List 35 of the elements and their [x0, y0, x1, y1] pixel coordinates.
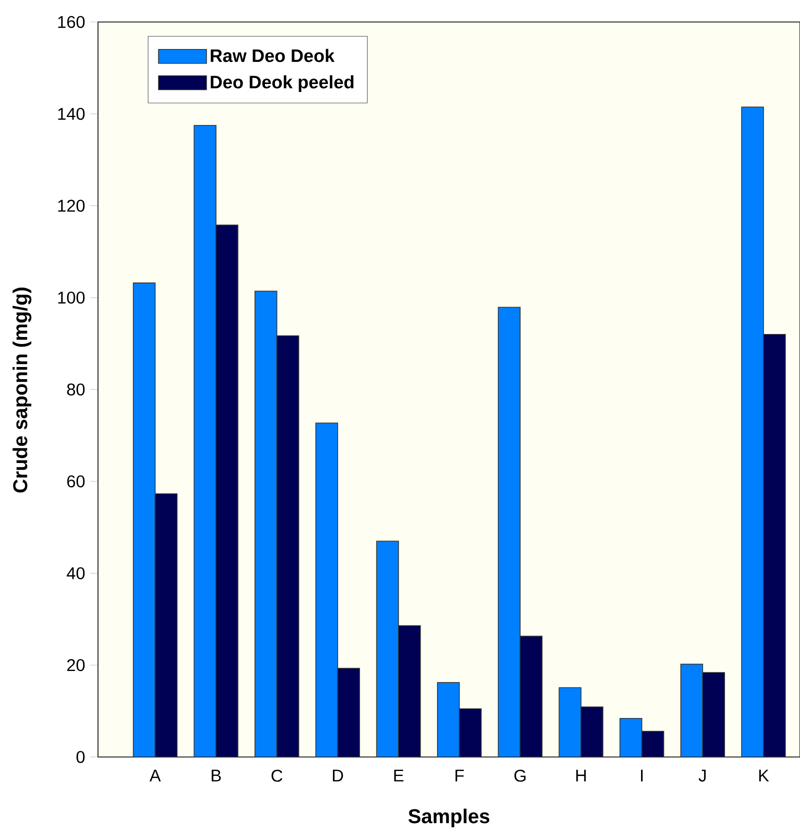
bar [763, 334, 786, 757]
x-tick-label: J [698, 770, 706, 782]
x-tick-label: F [456, 770, 464, 782]
bar [216, 224, 238, 757]
y-tick-label: 0 [76, 750, 85, 764]
x-tick-label: K [759, 770, 769, 782]
y-tick-label: 100 [58, 292, 85, 304]
x-tick-label: D [332, 770, 343, 782]
x-tick-label: I [641, 770, 643, 782]
y-tick-label: 80 [67, 383, 85, 396]
x-tick-label: H [576, 770, 586, 782]
y-tick-label: 120 [58, 200, 85, 212]
bar [702, 672, 725, 757]
y-tick-label: 60 [67, 475, 85, 488]
y-tick-label: 20 [67, 659, 85, 672]
y-tick-label: 160 [58, 16, 85, 28]
y-tick-label: 140 [58, 108, 85, 120]
bar [458, 708, 482, 757]
x-tick-label: C [272, 770, 282, 782]
bar [398, 625, 421, 757]
bar [641, 730, 664, 757]
x-tick-label: A [150, 770, 161, 782]
x-tick-label: E [394, 770, 404, 782]
bar [337, 668, 360, 757]
y-axis-title: Crude saponin (mg/g) [12, 288, 32, 493]
x-tick-label: G [514, 770, 526, 782]
x-axis-title: Samples [408, 808, 490, 828]
bar [580, 706, 604, 757]
legend-label: Raw Deo Deok [210, 48, 335, 62]
bar [154, 493, 178, 757]
x-tick-label: B [212, 770, 221, 782]
y-tick-label: 40 [66, 567, 85, 580]
legend-label: Deo Deok peeled [210, 75, 354, 92]
bar [276, 335, 300, 757]
bar [520, 636, 542, 757]
